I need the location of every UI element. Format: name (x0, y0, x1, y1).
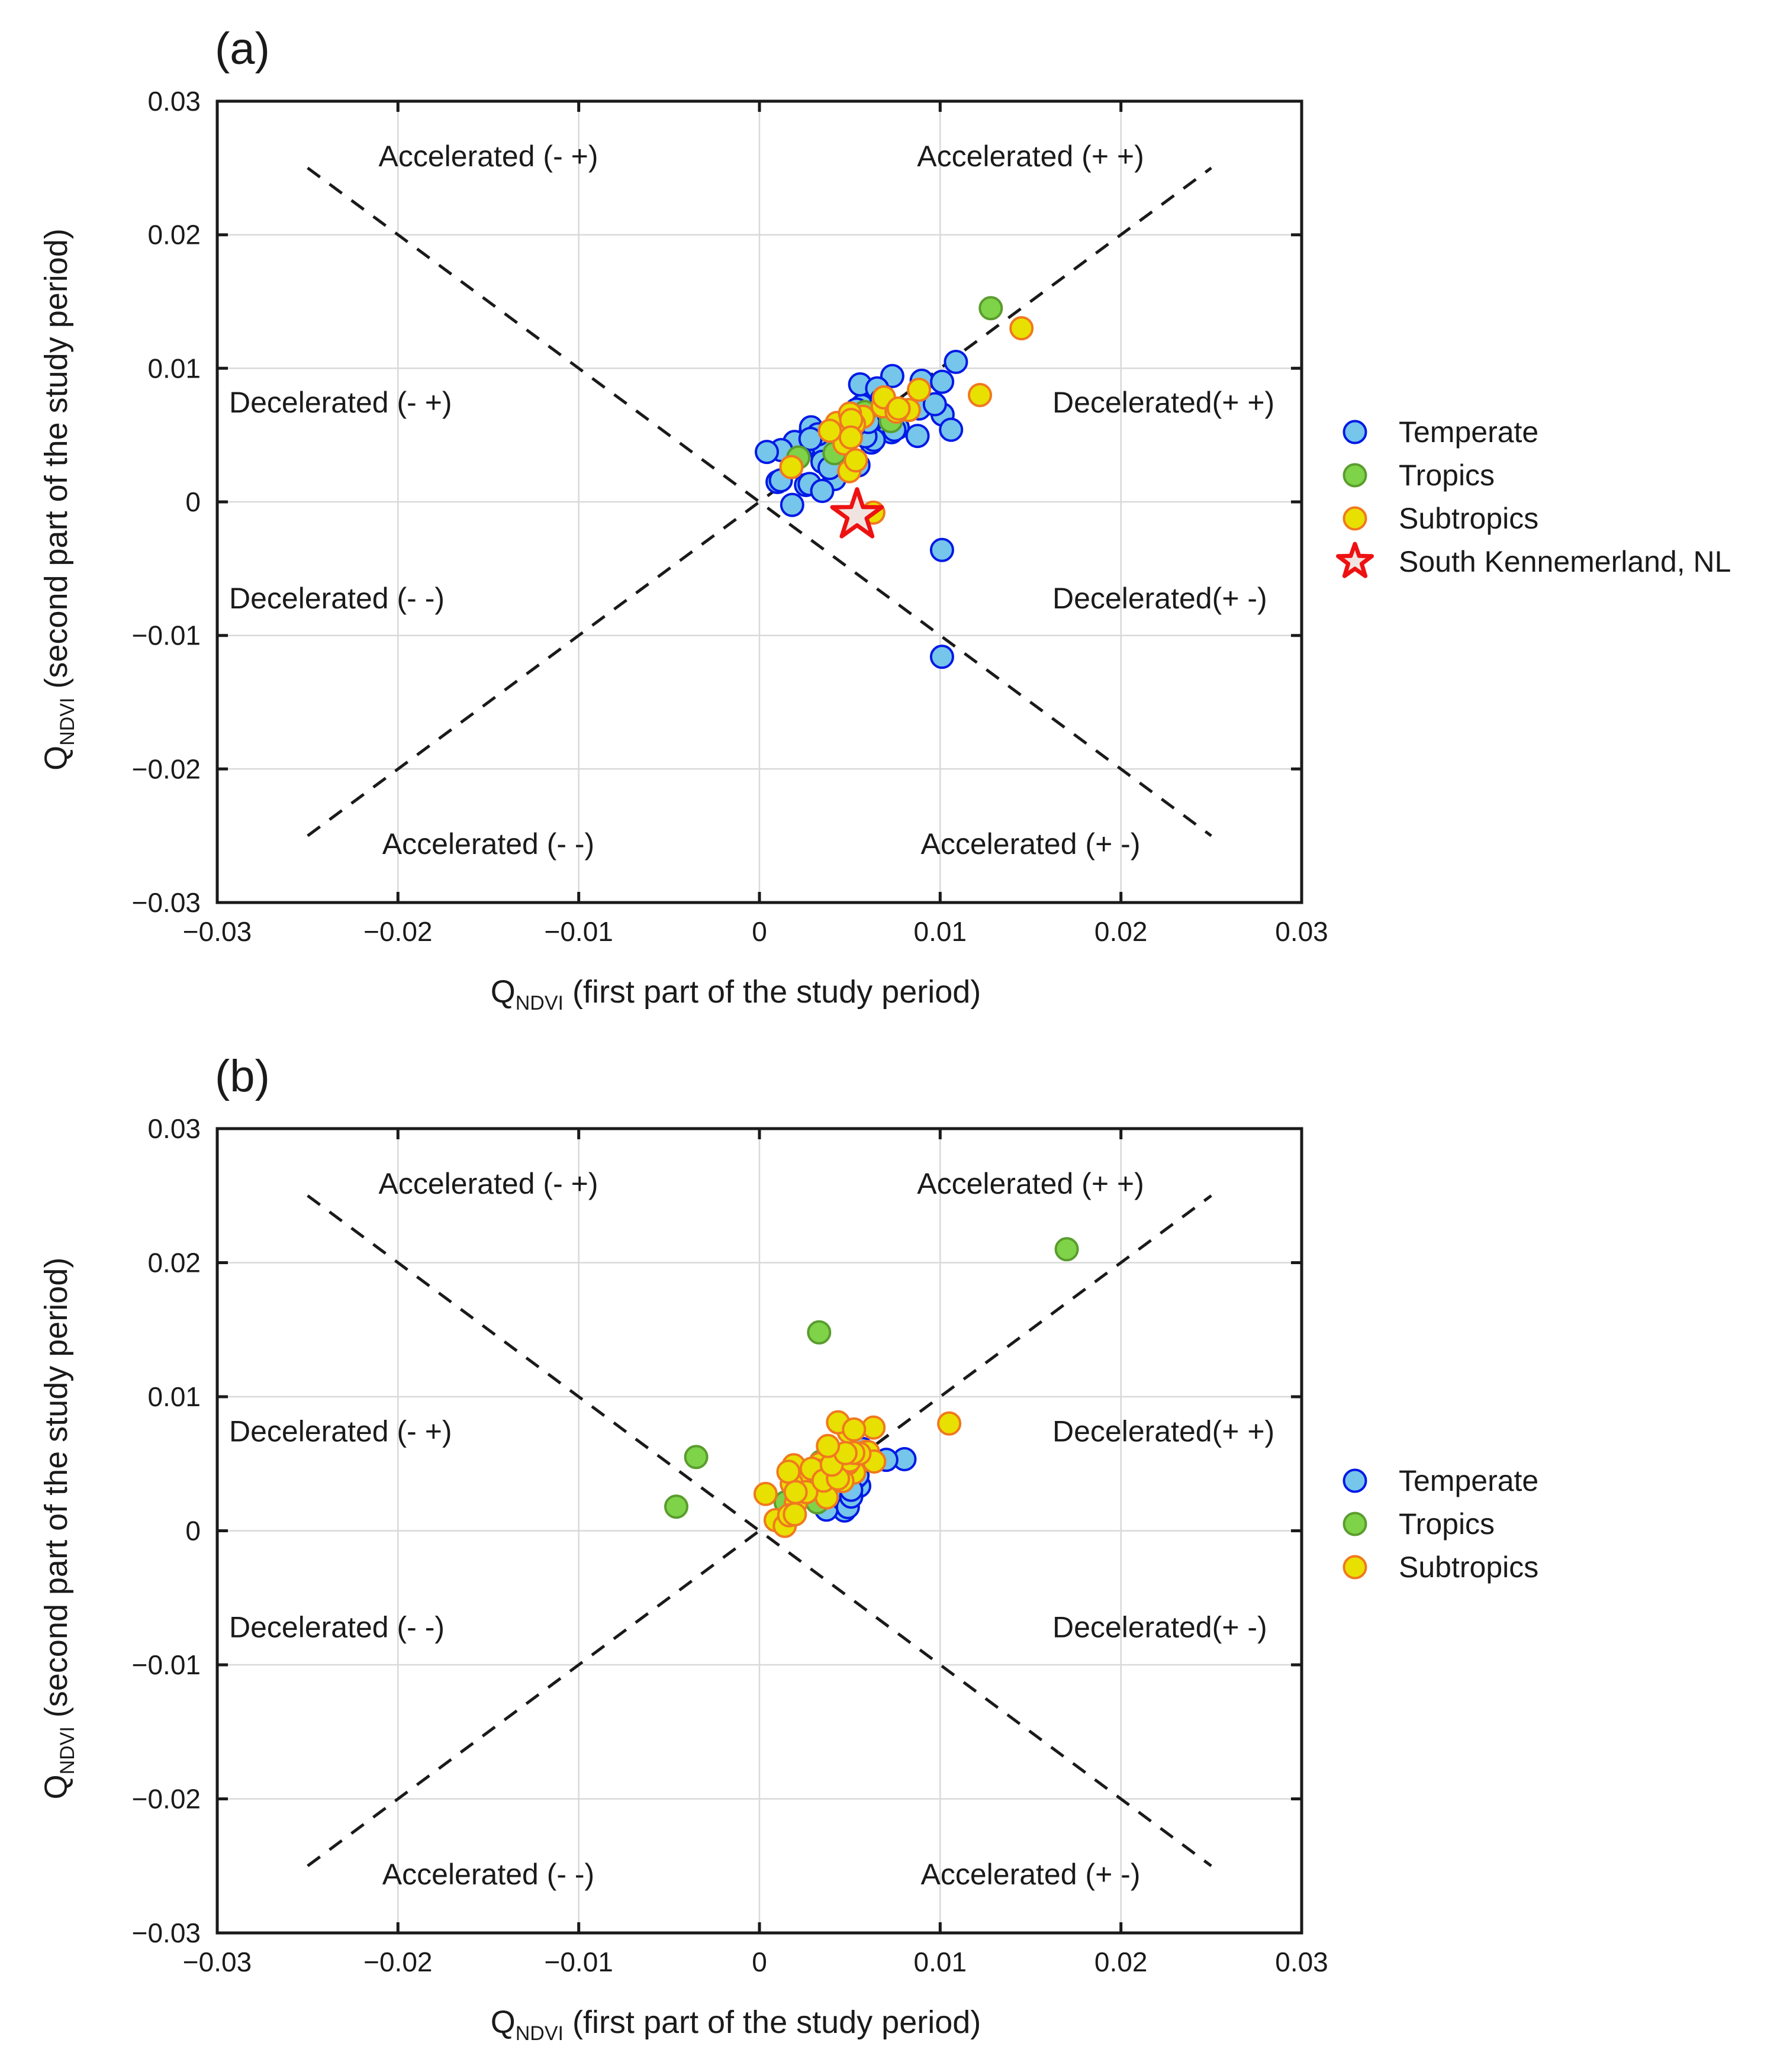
svg-text:−0.02: −0.02 (363, 916, 432, 947)
svg-text:−0.01: −0.01 (544, 1947, 613, 1977)
svg-text:Tropics: Tropics (1399, 1507, 1495, 1541)
svg-text:Subtropics: Subtropics (1399, 1551, 1538, 1584)
svg-text:Temperate: Temperate (1399, 415, 1538, 449)
svg-text:0: 0 (185, 1516, 201, 1546)
svg-text:0.02: 0.02 (147, 220, 201, 250)
svg-text:0.02: 0.02 (1094, 916, 1148, 947)
svg-text:Decelerated(+ -): Decelerated(+ -) (1052, 582, 1267, 615)
svg-text:Decelerated(+ +): Decelerated(+ +) (1052, 386, 1274, 419)
svg-text:Decelerated(+ -): Decelerated(+ -) (1052, 1611, 1267, 1644)
svg-text:Decelerated (- -): Decelerated (- -) (229, 582, 445, 615)
svg-text:−0.02: −0.02 (363, 1947, 432, 1977)
svg-text:Decelerated (- +): Decelerated (- +) (229, 386, 452, 419)
svg-text:Accelerated (- +): Accelerated (- +) (379, 1167, 598, 1200)
svg-text:(b): (b) (215, 1051, 270, 1101)
svg-text:0.03: 0.03 (147, 1113, 201, 1144)
svg-text:0.02: 0.02 (147, 1248, 201, 1278)
svg-text:0.03: 0.03 (1275, 916, 1328, 947)
svg-text:Accelerated (- +): Accelerated (- +) (379, 140, 598, 173)
svg-text:−0.03: −0.03 (132, 1918, 201, 1948)
svg-text:0.03: 0.03 (1275, 1947, 1328, 1977)
svg-text:South Kennemerland, NL: South Kennemerland, NL (1399, 545, 1731, 578)
svg-text:−0.03: −0.03 (183, 916, 252, 947)
svg-text:Tropics: Tropics (1399, 459, 1495, 492)
svg-text:−0.01: −0.01 (544, 916, 613, 947)
svg-text:Accelerated (+ -): Accelerated (+ -) (921, 1858, 1141, 1891)
svg-text:−0.01: −0.01 (132, 1649, 201, 1680)
svg-text:−0.03: −0.03 (132, 887, 201, 918)
svg-text:QNDVI (second part of the stud: QNDVI (second part of the study period) (38, 228, 79, 771)
svg-text:QNDVI (first part of the study: QNDVI (first part of the study period) (491, 2005, 981, 2045)
svg-text:0.02: 0.02 (1094, 1947, 1148, 1977)
svg-text:0.03: 0.03 (147, 86, 201, 117)
svg-text:(a): (a) (215, 24, 270, 74)
svg-text:0: 0 (752, 1947, 767, 1977)
svg-text:Decelerated(+ +): Decelerated(+ +) (1052, 1415, 1274, 1448)
svg-text:QNDVI (first part of the study: QNDVI (first part of the study period) (491, 974, 981, 1014)
svg-text:0.01: 0.01 (147, 1381, 201, 1412)
svg-text:Subtropics: Subtropics (1399, 502, 1538, 535)
svg-text:QNDVI (second part of the stud: QNDVI (second part of the study period) (38, 1258, 79, 1800)
svg-text:0: 0 (185, 486, 201, 517)
svg-text:−0.02: −0.02 (132, 1784, 201, 1815)
svg-text:Accelerated (+ +): Accelerated (+ +) (917, 1167, 1144, 1200)
svg-text:−0.02: −0.02 (132, 753, 201, 784)
svg-text:Temperate: Temperate (1399, 1464, 1538, 1497)
svg-text:0.01: 0.01 (914, 916, 967, 947)
svg-text:Accelerated (- -): Accelerated (- -) (382, 1858, 594, 1891)
svg-text:Accelerated (+ +): Accelerated (+ +) (917, 140, 1144, 173)
svg-text:Decelerated (- +): Decelerated (- +) (229, 1415, 452, 1448)
svg-text:Decelerated (- -): Decelerated (- -) (229, 1611, 445, 1644)
svg-text:0: 0 (752, 916, 767, 947)
svg-text:0.01: 0.01 (147, 353, 201, 384)
svg-text:Accelerated (+ -): Accelerated (+ -) (921, 827, 1141, 861)
svg-text:−0.03: −0.03 (183, 1947, 252, 1977)
svg-text:0.01: 0.01 (914, 1947, 967, 1977)
svg-text:Accelerated (- -): Accelerated (- -) (382, 827, 594, 861)
svg-text:−0.01: −0.01 (132, 620, 201, 651)
